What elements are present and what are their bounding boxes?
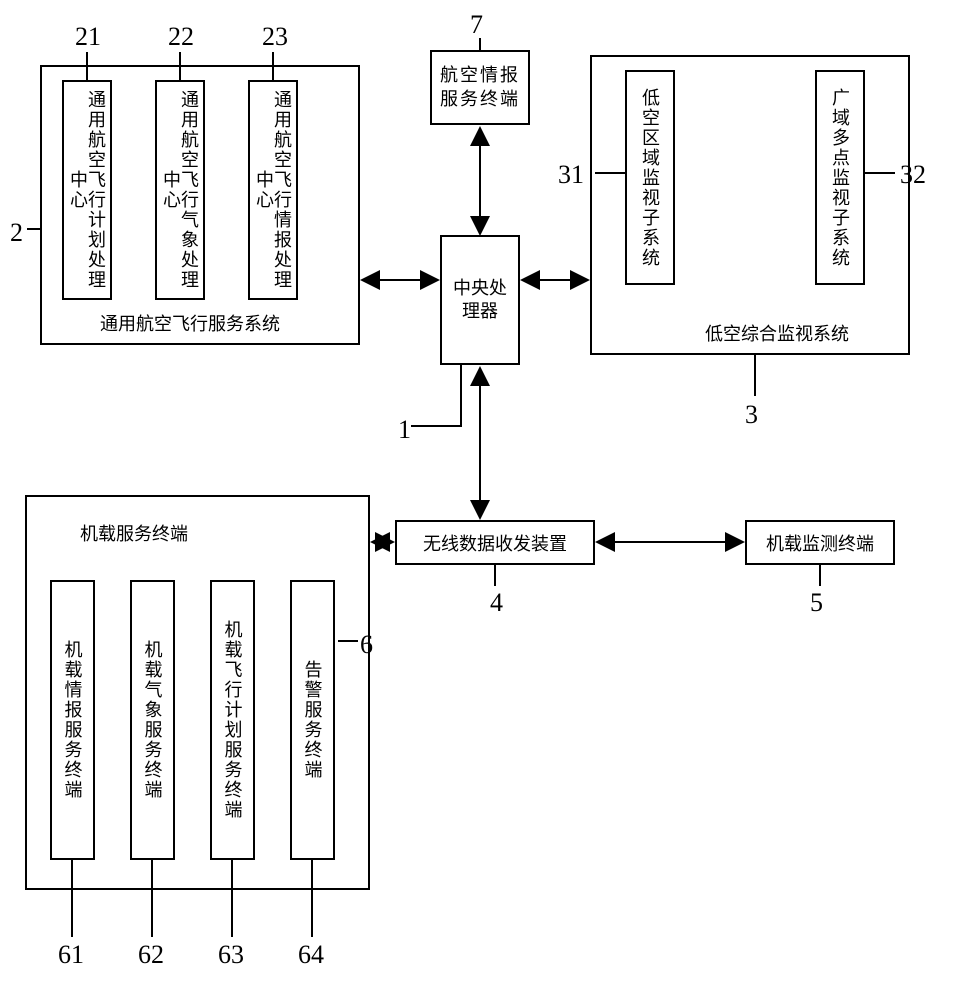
box-onboard-monitor-terminal: 机载监测终端 [745,520,895,565]
box-central-processor: 中央处理器 [440,235,520,365]
label-b61: 机载情报服务终端 [64,640,82,800]
box-intelligence-terminal: 航空情报服务终端 [430,50,530,125]
label-c6: 机载服务终端 [80,520,188,546]
num-22: 22 [168,22,194,52]
box-weather-center: 通用航空飞行气象处理中心 [155,80,205,300]
num-6: 6 [360,630,373,660]
num-31: 31 [558,160,584,190]
box-intelligence-center: 通用航空飞行情报处理中心 [248,80,298,300]
box-onboard-intelligence: 机载情报服务终端 [50,580,95,860]
box-flight-plan-center: 通用航空飞行计划处理中心 [62,80,112,300]
box-onboard-weather: 机载气象服务终端 [130,580,175,860]
num-64: 64 [298,940,324,970]
label-b62: 机载气象服务终端 [144,640,162,800]
label-b22: 通用航空飞行气象处理中心 [162,82,198,298]
num-63: 63 [218,940,244,970]
num-3: 3 [745,400,758,430]
label-b21: 通用航空飞行计划处理中心 [69,82,105,298]
box-onboard-flight-plan: 机载飞行计划服务终端 [210,580,255,860]
num-61: 61 [58,940,84,970]
num-2: 2 [10,218,23,248]
num-4: 4 [490,588,503,618]
label-b7: 航空情报服务终端 [440,64,520,111]
num-1: 1 [398,415,411,445]
num-62: 62 [138,940,164,970]
label-b64: 告警服务终端 [304,660,322,780]
box-wireless-transceiver: 无线数据收发装置 [395,520,595,565]
num-23: 23 [262,22,288,52]
box-wide-area-subsystem: 广域多点监视子系统 [815,70,865,285]
label-b31: 低空区域监视子系统 [641,88,659,268]
label-c3: 低空综合监视系统 [705,320,849,346]
label-b63: 机载飞行计划服务终端 [224,620,242,820]
system-diagram: 通用航空飞行计划处理中心 通用航空飞行气象处理中心 通用航空飞行情报处理中心 通… [0,0,955,1000]
label-b23: 通用航空飞行情报处理中心 [255,82,291,298]
num-21: 21 [75,22,101,52]
label-b1: 中央处理器 [453,277,507,324]
num-5: 5 [810,588,823,618]
label-b32: 广域多点监视子系统 [831,88,849,268]
num-32: 32 [900,160,926,190]
label-c2: 通用航空飞行服务系统 [100,310,280,336]
label-b4: 无线数据收发装置 [423,530,567,556]
box-alarm-service: 告警服务终端 [290,580,335,860]
num-7: 7 [470,10,483,40]
label-b5: 机载监测终端 [766,530,874,556]
box-low-altitude-subsystem: 低空区域监视子系统 [625,70,675,285]
